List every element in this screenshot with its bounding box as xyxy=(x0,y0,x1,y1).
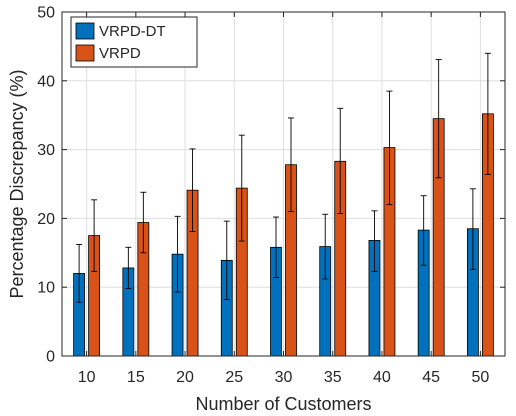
error-bar-vrpd-dt-45 xyxy=(420,195,427,266)
y-tick-label-30: 30 xyxy=(37,142,55,159)
y-axis-label: Percentage Discrepancy (%) xyxy=(7,69,27,298)
error-bar-vrpd-10 xyxy=(91,199,98,272)
legend-swatch-vrpd xyxy=(75,44,95,62)
y-tick-label-20: 20 xyxy=(37,211,55,228)
y-tick-label-40: 40 xyxy=(37,73,55,90)
error-bars xyxy=(76,52,491,303)
error-bar-vrpd-dt-40 xyxy=(371,210,378,272)
x-tick-label-25: 25 xyxy=(225,369,243,386)
legend-label-vrpd: VRPD xyxy=(99,45,141,62)
error-bar-vrpd-30 xyxy=(288,117,294,212)
x-tick-label-10: 10 xyxy=(78,369,96,386)
x-axis-label: Number of Customers xyxy=(195,394,371,414)
error-bar-vrpd-dt-10 xyxy=(76,244,83,303)
error-bar-vrpd-dt-35 xyxy=(322,213,329,280)
ticks xyxy=(62,11,505,357)
y-tick-label-0: 0 xyxy=(46,349,55,366)
error-bar-vrpd-dt-25 xyxy=(223,220,230,301)
error-bar-vrpd-dt-15 xyxy=(125,246,132,290)
x-tick-label-35: 35 xyxy=(324,369,342,386)
error-bar-vrpd-dt-50 xyxy=(469,188,476,270)
error-bar-vrpd-dt-20 xyxy=(174,215,181,293)
error-bar-vrpd-dt-30 xyxy=(273,216,279,279)
error-bar-vrpd-20 xyxy=(189,148,196,232)
error-bar-vrpd-35 xyxy=(337,107,344,215)
x-tick-label-45: 45 xyxy=(422,369,440,386)
x-tick-label-20: 20 xyxy=(176,369,194,386)
error-bar-vrpd-45 xyxy=(435,59,442,179)
x-tick-label-30: 30 xyxy=(275,369,293,386)
x-tick-label-15: 15 xyxy=(127,369,145,386)
x-tick-label-40: 40 xyxy=(373,369,391,386)
legend-label-vrpd-dt: VRPD-DT xyxy=(99,23,166,40)
error-bar-vrpd-15 xyxy=(140,191,147,254)
x-tick-label-50: 50 xyxy=(471,369,489,386)
y-tick-label-10: 10 xyxy=(37,280,55,297)
tick-labels: 0 10 20 30 40 50 10 15 20 25 30 35 40 45 50 xyxy=(37,5,489,387)
error-bar-vrpd-40 xyxy=(386,90,393,206)
error-bar-vrpd-25 xyxy=(238,134,245,242)
legend: VRPD-DT VRPD xyxy=(70,16,198,68)
error-bar-vrpd-50 xyxy=(484,52,491,175)
y-tick-label-50: 50 xyxy=(37,5,55,22)
legend-swatch-vrpd-dt xyxy=(75,22,95,40)
